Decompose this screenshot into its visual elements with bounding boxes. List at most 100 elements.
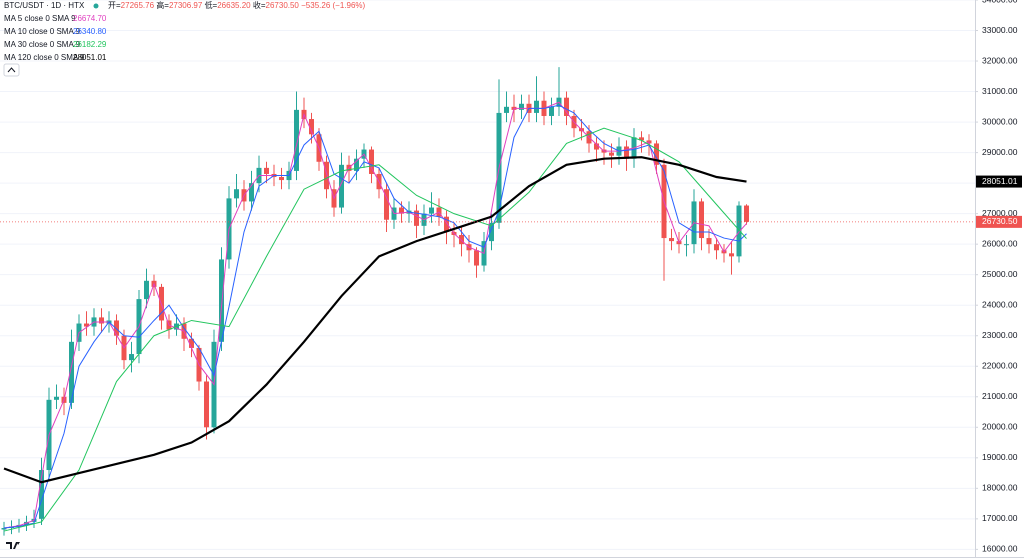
price-tag-label: 26730.50 xyxy=(982,216,1018,226)
high-label: 高= xyxy=(156,0,169,10)
y-tick-label: 18000.00 xyxy=(982,483,1018,493)
candle-body xyxy=(736,205,742,257)
candle-body xyxy=(54,396,59,400)
y-tick-label: 24000.00 xyxy=(982,299,1018,309)
candle-body xyxy=(324,161,329,190)
candle-body xyxy=(429,207,434,214)
collapse-icon xyxy=(7,67,16,73)
candle-body xyxy=(219,259,224,342)
price-tag xyxy=(976,175,1022,188)
candle-body xyxy=(114,320,119,336)
candle-body xyxy=(144,280,149,300)
candle-body xyxy=(354,158,359,171)
y-tick-label: 29000.00 xyxy=(982,147,1018,157)
candle-body xyxy=(729,253,734,257)
tradingview-logo xyxy=(6,542,20,549)
legend: BTC/USDT · 1D · HTX 开=27265.76 高=27306.9… xyxy=(3,0,366,77)
y-tick-label: 26000.00 xyxy=(982,238,1018,248)
candle-body xyxy=(519,103,524,110)
ma-legend-value: 28051.01 xyxy=(73,53,107,62)
y-tick-label: 33000.00 xyxy=(982,25,1018,35)
low-label: 低= xyxy=(205,0,218,10)
candle-body xyxy=(309,119,314,135)
ma-line xyxy=(3,156,747,484)
candle-body xyxy=(369,149,374,174)
candle-body xyxy=(744,205,749,222)
candle-body xyxy=(384,189,389,220)
open-label: 开= xyxy=(108,1,121,10)
low-value: 26635.20 xyxy=(217,1,251,10)
plot xyxy=(0,0,975,550)
candle-body xyxy=(699,201,704,239)
ohlc-values: 开=27265.76 高=27306.97 低=26635.20 收=26730… xyxy=(108,0,366,10)
ma-line xyxy=(3,127,747,532)
candle-body xyxy=(204,381,209,428)
candle-body xyxy=(564,97,569,116)
candle-body xyxy=(129,354,134,361)
candle-body xyxy=(99,317,104,324)
y-tick-label: 17000.00 xyxy=(982,513,1018,523)
candle-body xyxy=(706,238,712,245)
candle-body xyxy=(234,189,239,199)
ma-legend-value: 26674.70 xyxy=(73,14,107,23)
symbol-title: BTC/USDT · 1D · HTX xyxy=(4,1,85,10)
open-value: 27265.76 xyxy=(121,1,155,10)
logo-mark xyxy=(6,542,20,549)
candle-body xyxy=(444,216,449,232)
candle-body xyxy=(474,250,479,266)
candle-body xyxy=(294,109,299,171)
y-tick-label: 32000.00 xyxy=(982,55,1018,65)
y-tick-label: 19000.00 xyxy=(982,452,1018,462)
ma-legend-name: MA 120 close 0 SMA 9 xyxy=(4,53,85,62)
candle-body xyxy=(249,183,254,202)
close-label: 收= xyxy=(253,0,266,10)
market-status-dot xyxy=(93,3,99,9)
y-tick-label: 22000.00 xyxy=(982,360,1018,370)
candle-body xyxy=(609,152,614,156)
ma-legend-value: 26340.80 xyxy=(73,27,107,36)
y-tick-label: 30000.00 xyxy=(982,116,1018,126)
candle-body xyxy=(684,244,689,246)
y-tick-label: 31000.00 xyxy=(982,86,1018,96)
candle-body xyxy=(669,238,674,242)
ma-line xyxy=(3,104,747,529)
candle-body xyxy=(84,323,89,327)
candle-body xyxy=(624,146,629,159)
candle-body xyxy=(654,143,659,165)
y-tick-label: 16000.00 xyxy=(982,544,1018,554)
change-percent: (−1.96%) xyxy=(333,1,366,10)
candle-body xyxy=(189,338,194,348)
y-tick-label: 21000.00 xyxy=(982,391,1018,401)
candle-body xyxy=(489,222,494,242)
ma-legend-name: MA 30 close 0 SMA 9 xyxy=(4,40,81,49)
candle-body xyxy=(399,207,404,214)
candle-body xyxy=(504,106,509,113)
collapse-button[interactable] xyxy=(3,63,20,77)
y-tick-label: 20000.00 xyxy=(982,422,1018,432)
candle-body xyxy=(639,137,644,141)
y-tick-label: 25000.00 xyxy=(982,269,1018,279)
high-value: 27306.97 xyxy=(169,1,203,10)
candle-body xyxy=(714,244,719,251)
ma-legend-value: 26182.29 xyxy=(73,40,107,49)
candle-body xyxy=(549,106,554,116)
candle-body xyxy=(69,341,74,403)
candle-body xyxy=(594,143,599,150)
ma-line xyxy=(3,101,747,529)
candle-body xyxy=(414,210,419,226)
candle-body xyxy=(39,470,44,519)
ma-legend-name: MA 10 close 0 SMA 9 xyxy=(4,27,81,36)
candle-body xyxy=(279,177,284,181)
y-tick-label: 34000.00 xyxy=(982,0,1018,4)
candle-body xyxy=(534,100,539,113)
ma-legend-name: MA 5 close 0 SMA 9 xyxy=(4,14,76,23)
candle-body xyxy=(339,164,344,208)
y-tick-label: 23000.00 xyxy=(982,330,1018,340)
y-tick-label: 27000.00 xyxy=(982,208,1018,218)
candle-body xyxy=(264,167,269,174)
candle-body xyxy=(1,528,7,530)
close-value: 26730.50 xyxy=(266,1,300,10)
